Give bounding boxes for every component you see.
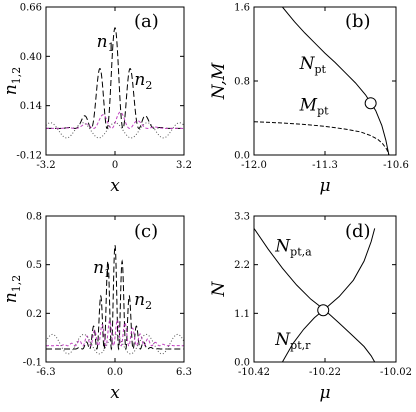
panel-d-xtick-label: -10.22 xyxy=(309,367,341,378)
panel-b-xtick-label: -11.3 xyxy=(312,160,338,171)
panel-c-ytick-label: 0.8 xyxy=(26,212,42,223)
panel-d-xtick-label: -10.02 xyxy=(380,367,412,378)
panel-b-xtick-label: -12.0 xyxy=(241,160,267,171)
panel-c-ytick-label: 0.2 xyxy=(26,309,42,320)
panel-d-series-n-pt-a xyxy=(254,228,376,362)
panel-c-xtick-label: -6.3 xyxy=(36,367,55,378)
panel-b-annotation-sub: pt xyxy=(315,63,327,76)
panel-d-label: (d) xyxy=(345,221,371,242)
panel-a-annotation: n1 xyxy=(97,32,115,54)
panel-c-annotation-sub: 1 xyxy=(104,267,111,280)
panel-c-ytick-label: -0.1 xyxy=(23,358,42,369)
panel-d-annotation: Npt,a xyxy=(274,236,312,258)
panel-d-ytick-label: 0.0 xyxy=(234,358,250,369)
panel-b-ytick-label: 1.6 xyxy=(234,3,250,14)
panel-c-frame xyxy=(45,215,185,363)
panel-a-series-n1 xyxy=(46,27,184,129)
panel-c-ylabel-sub: 1,2 xyxy=(10,275,23,293)
panel-a-xtick-label: 0 xyxy=(112,160,118,171)
panel-a-series-n2 xyxy=(46,111,184,129)
panel-d-xtick-label: -10.42 xyxy=(238,367,270,378)
panel-c-series-n1 xyxy=(46,245,184,351)
panel-d-ytick-label: 2.2 xyxy=(234,260,250,271)
panel-a-frame xyxy=(45,6,185,156)
panel-c-annotation: n2 xyxy=(134,290,152,312)
panel-b-xtick-label: -10.6 xyxy=(383,160,409,171)
panel-a-ytick-label: -0.12 xyxy=(16,151,42,162)
panel-b-series-n-pt xyxy=(282,7,390,155)
panel-a-xtick-label: 3.2 xyxy=(176,160,192,171)
panel-c-series-potential xyxy=(46,333,184,355)
panel-c-annotation: n1 xyxy=(93,258,111,280)
panel-b-annotation-sub: pt xyxy=(317,105,329,118)
panel-b-series-m-pt xyxy=(254,121,390,155)
panel-d-xlabel: μ xyxy=(319,383,330,403)
panel-a-ylabel: n1,2 xyxy=(1,67,23,95)
panel-c-ylabel: n1,2 xyxy=(1,275,23,303)
panel-a-series-potential xyxy=(46,122,184,139)
panel-a-annotation-sub: 2 xyxy=(145,79,152,92)
panel-a-ytick-label: 0.66 xyxy=(20,3,42,14)
panel-c-xtick-label: 0.0 xyxy=(107,367,123,378)
panel-c-annotation-sub: 2 xyxy=(145,299,152,312)
panel-b-label: (b) xyxy=(345,11,371,32)
panel-a-label: (a) xyxy=(134,11,159,32)
panel-c-label: (c) xyxy=(134,221,158,242)
panel-b-marker xyxy=(364,97,377,110)
panel-b-annotation: Npt xyxy=(299,54,327,76)
panel-b-ytick-label: 0.8 xyxy=(234,77,250,88)
panel-b-annotation: Mpt xyxy=(299,96,329,118)
panel-c-ytick-label: 0.5 xyxy=(26,260,42,271)
panel-a-annotation: n2 xyxy=(134,70,152,92)
panel-c-xtick-label: 6.3 xyxy=(176,367,192,378)
panel-b-frame xyxy=(253,6,397,156)
panel-a-ytick-label: 0.14 xyxy=(20,101,42,112)
panel-a-xlabel: x xyxy=(110,176,120,196)
panel-d-annotation-sub: pt,r xyxy=(290,339,311,352)
panel-d-annotation-sub: pt,a xyxy=(290,245,312,258)
panel-a-ylabel-sub: 1,2 xyxy=(10,67,23,85)
panel-d-ytick-label: 3.3 xyxy=(234,212,250,223)
panel-d-annotation: Npt,r xyxy=(274,330,311,352)
panel-c-xlabel: x xyxy=(110,383,120,403)
panel-d-ylabel: N xyxy=(209,280,229,297)
panel-b-xlabel: μ xyxy=(319,176,330,196)
panel-d-series-n-pt-r xyxy=(281,228,376,362)
panel-a-annotation-sub: 1 xyxy=(108,41,115,54)
panel-b-ylabel: N,M xyxy=(209,62,229,100)
panel-c-series-n2 xyxy=(46,319,184,347)
panel-a-xtick-label: -3.2 xyxy=(36,160,55,171)
panel-d-marker xyxy=(317,304,330,317)
panel-a-ytick-label: 0.40 xyxy=(20,52,42,63)
panel-b-ytick-label: 0.0 xyxy=(234,151,250,162)
panel-d-ytick-label: 1.1 xyxy=(234,309,250,320)
